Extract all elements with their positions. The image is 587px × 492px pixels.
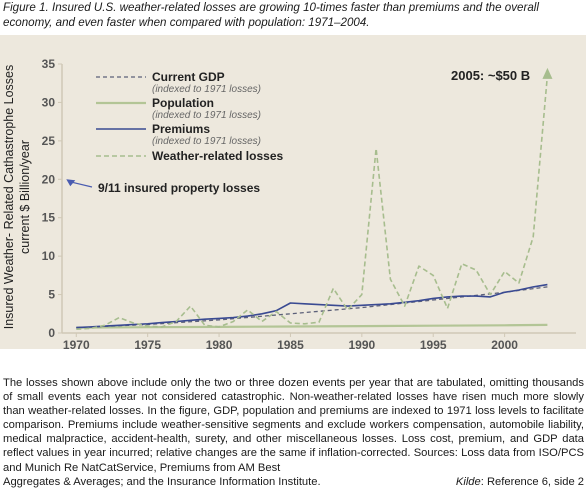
y-tick-label: 0 [48,326,55,340]
x-tick-label: 1980 [206,338,233,352]
legend-note-gdp: (indexed to 1971 losses) [152,84,261,95]
notes-last-line: Aggregates & Averages; and the Insurance… [3,475,321,488]
legend-note-premiums: (indexed to 1971 losses) [152,136,261,147]
legend-label-population: Population [152,96,214,110]
y-axis-label-line1: Insured Weather- Related Cathastrophe Lo… [2,65,16,330]
y-tick-label: 35 [42,57,56,71]
series-line-weather [76,75,549,330]
axes: 0 5 10 15 20 25 30 35 1970 1975 1980 1985 1990 1995 20… [42,57,576,352]
y-tick-label: 15 [42,211,56,225]
legend-label-premiums: Premiums [152,122,210,136]
kilde-ref: : Reference 6, side 2 [480,475,584,488]
x-tick-label: 1990 [348,338,375,352]
nine-eleven-arrow-head [66,179,76,187]
series-line-premiums [76,283,548,329]
nine-eleven-arrow-line [72,181,93,188]
figure-caption: Figure 1. Insured U.S. weather-related l… [3,1,539,29]
peak-arrow-head [542,67,553,79]
y-tick-label: 10 [42,249,56,263]
annotations: 2005: ~$50 B 9/11 insured property losses [66,67,553,195]
series-lines [76,75,549,330]
notes-source-line: Aggregates & Averages; and the Insurance… [3,475,584,489]
x-tick-label: 1985 [277,338,304,352]
legend-label-gdp: Current GDP [152,70,225,84]
x-tick-label: 1970 [63,338,90,352]
figure-notes: The losses shown above include only the … [3,376,584,489]
y-axis-label-line2: current $ Billion/year [18,140,32,254]
kilde-label: Kilde [455,475,481,488]
x-tick-label: 1975 [134,338,161,352]
y-tick-label: 20 [42,172,56,186]
y-tick-label: 5 [48,288,55,302]
y-tick-label: 25 [42,134,56,148]
legend: Current GDP(indexed to 1971 losses)Popul… [96,70,283,163]
legend-note-population: (indexed to 1971 losses) [152,110,261,121]
y-tick-label: 30 [42,95,56,109]
nine-eleven-annotation-label: 9/11 insured property losses [98,181,260,195]
notes-body: The losses shown above include only the … [3,377,584,474]
x-tick-label: 2000 [491,338,518,352]
figure-chart: Insured Weather- Related Cathastrophe Lo… [0,35,586,361]
legend-label-weather: Weather-related losses [152,149,283,163]
chart-svg: Insured Weather- Related Cathastrophe Lo… [0,35,586,352]
series-line-population [76,323,548,329]
x-tick-label: 1995 [420,338,447,352]
peak-annotation-label: 2005: ~$50 B [451,68,530,83]
kilde-reference: Kilde: Reference 6, side 2 [456,475,584,489]
